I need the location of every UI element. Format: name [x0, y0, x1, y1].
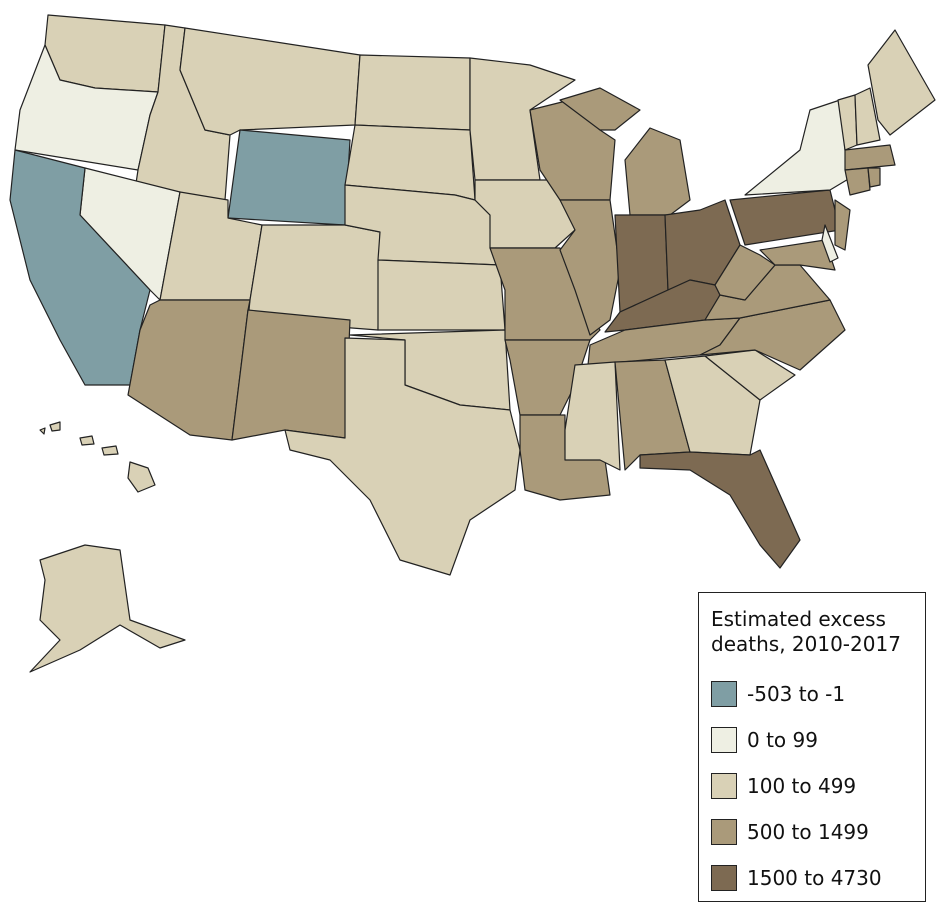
legend-label: 100 to 499 [747, 774, 857, 798]
state [39, 427, 46, 435]
state [377, 259, 506, 331]
legend-swatch [711, 681, 737, 707]
legend-items: -503 to -1 0 to 99 100 to 499 500 to 1499 15… [711, 671, 913, 901]
state [854, 87, 881, 146]
state [354, 54, 471, 131]
state [699, 299, 846, 371]
legend: Estimated excess deaths, 2010-2017 -503 … [698, 592, 926, 902]
state [29, 544, 186, 673]
state [744, 99, 851, 196]
legend-label: 0 to 99 [747, 728, 818, 752]
state [834, 199, 851, 251]
state [231, 309, 351, 441]
state [624, 127, 691, 216]
state [867, 167, 881, 188]
legend-item: 0 to 99 [711, 717, 913, 763]
legend-swatch [711, 865, 737, 891]
state [79, 435, 95, 446]
legend-item: -503 to -1 [711, 671, 913, 717]
state [759, 239, 836, 271]
state [284, 337, 521, 576]
legend-swatch [711, 773, 737, 799]
state [844, 144, 896, 171]
legend-item: 100 to 499 [711, 763, 913, 809]
state [664, 355, 761, 456]
legend-label: 1500 to 4730 [747, 866, 882, 890]
state [844, 167, 871, 196]
state [179, 27, 361, 136]
state [469, 57, 576, 181]
state [564, 361, 621, 471]
legend-swatch [711, 727, 737, 753]
state [639, 449, 801, 569]
state [559, 87, 641, 131]
legend-swatch [711, 819, 737, 845]
state [127, 299, 251, 441]
legend-label: -503 to -1 [747, 682, 846, 706]
legend-title: Estimated excess deaths, 2010-2017 [711, 607, 901, 656]
state [227, 129, 351, 226]
states [9, 14, 936, 673]
legend-item: 500 to 1499 [711, 809, 913, 855]
state [821, 224, 839, 263]
legend-label: 500 to 1499 [747, 820, 869, 844]
state [559, 199, 621, 336]
state [867, 29, 936, 136]
state [101, 445, 119, 456]
state [127, 461, 156, 493]
legend-item: 1500 to 4730 [711, 855, 913, 901]
state [49, 421, 61, 432]
